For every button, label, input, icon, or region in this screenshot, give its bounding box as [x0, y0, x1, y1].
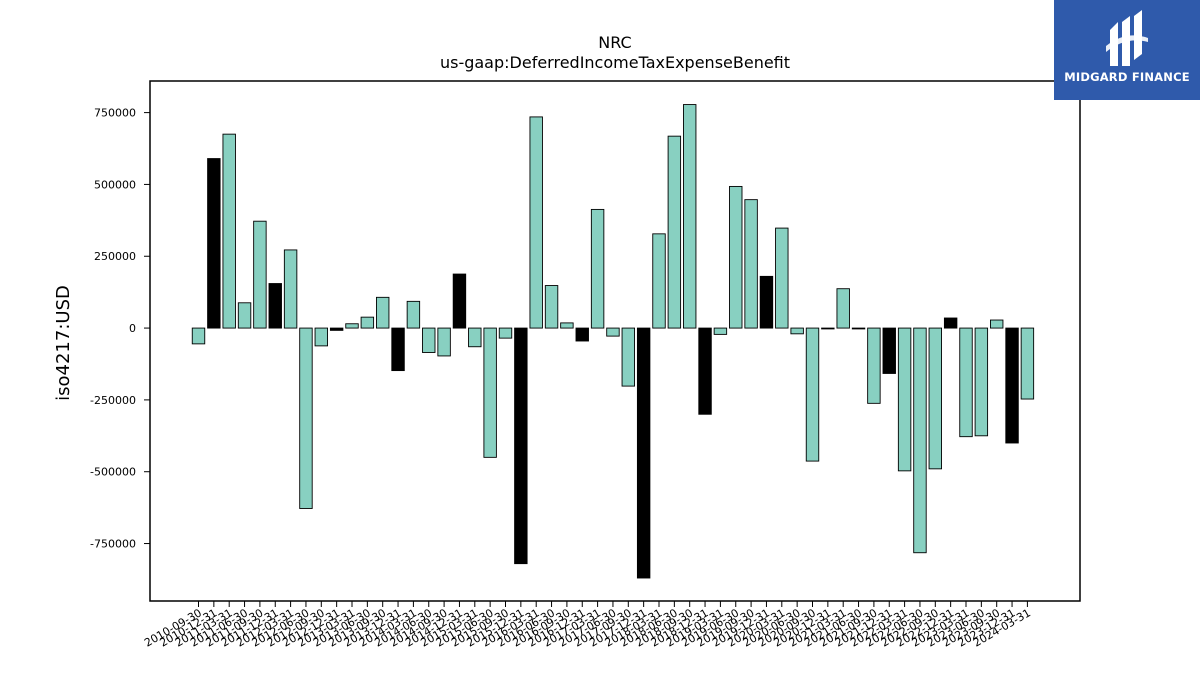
bar — [391, 327, 405, 372]
bar — [529, 116, 543, 329]
bar — [836, 288, 850, 329]
bar — [360, 316, 375, 329]
y-axis: -750000 -500000 -250000 0 250000 500000 750000 — [90, 107, 150, 551]
bar — [207, 158, 221, 329]
bar — [867, 327, 881, 404]
bar — [1020, 327, 1035, 400]
bar — [959, 327, 973, 438]
bar — [345, 323, 359, 329]
bar — [667, 135, 682, 329]
bar — [805, 327, 820, 462]
y-tick-label: -250000 — [90, 394, 136, 407]
bar — [452, 273, 467, 329]
bar — [283, 249, 298, 329]
bar — [575, 327, 589, 342]
chart-title: NRC — [598, 33, 631, 52]
plot-frame — [149, 80, 1081, 602]
bar — [222, 133, 236, 329]
bar — [897, 327, 912, 472]
bar — [606, 327, 620, 337]
y-tick-label: 750000 — [94, 107, 136, 120]
bar — [437, 327, 451, 357]
chart-subtitle: us-gaap:DeferredIncomeTaxExpenseBenefit — [440, 53, 790, 72]
bar — [698, 327, 712, 415]
bar — [790, 327, 804, 335]
bar — [314, 327, 328, 347]
bar — [498, 327, 513, 339]
y-tick-label: 250000 — [94, 250, 136, 263]
midgard-logo-icon — [1106, 10, 1148, 66]
bar — [268, 283, 282, 329]
bar — [744, 199, 758, 329]
bar — [636, 327, 651, 579]
bar — [882, 327, 896, 374]
bar — [544, 285, 559, 329]
brand-name: MIDGARD FINANCE — [1064, 70, 1190, 84]
bar — [851, 327, 866, 330]
bar — [406, 300, 421, 329]
bar — [590, 208, 605, 329]
y-axis-label: iso4217:USD — [53, 285, 74, 401]
y-tick-label: -750000 — [90, 538, 136, 551]
bar — [928, 327, 942, 470]
bar — [821, 327, 835, 330]
bar — [990, 319, 1004, 329]
y-tick-label: -500000 — [90, 466, 136, 479]
brand-logo: MIDGARD FINANCE — [1054, 0, 1200, 100]
bar — [191, 327, 206, 345]
bar — [422, 327, 436, 353]
bar — [713, 327, 728, 335]
bar — [729, 185, 743, 329]
bar — [974, 327, 989, 437]
bar — [775, 227, 789, 329]
y-tick-label: 500000 — [94, 178, 136, 191]
bar — [468, 327, 482, 348]
y-tick-label: 0 — [129, 322, 136, 335]
bar — [913, 327, 927, 554]
bar — [376, 296, 390, 329]
bar — [299, 327, 313, 509]
bar — [329, 327, 344, 331]
bar — [1005, 327, 1019, 444]
bars-layer — [191, 104, 1035, 579]
bar — [652, 233, 666, 329]
x-axis: 2010-09-302010-12-312011-03-312011-06-30… — [142, 601, 1033, 650]
bar — [621, 327, 635, 387]
bar — [683, 104, 697, 329]
bar — [253, 220, 267, 329]
bar — [514, 327, 528, 565]
bar — [560, 322, 574, 329]
bar — [483, 327, 497, 458]
bar — [759, 275, 774, 329]
bar — [943, 317, 958, 329]
bar — [237, 302, 252, 329]
